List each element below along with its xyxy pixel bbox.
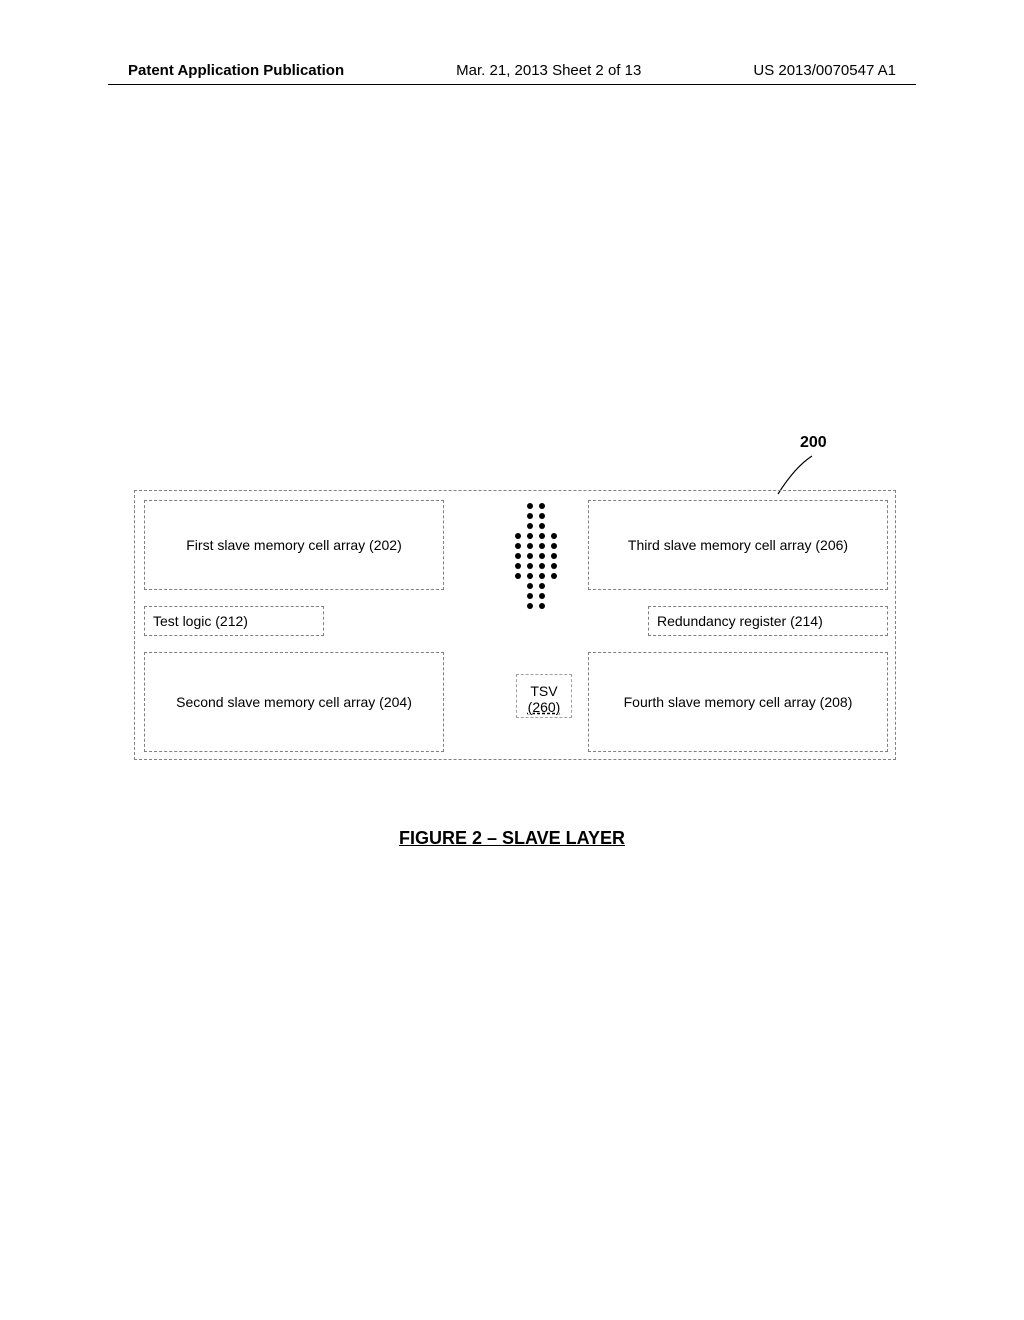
- block-tsv: TSV (260): [516, 674, 572, 718]
- block-label: Redundancy register (214): [657, 613, 823, 629]
- block-label: Test logic (212): [153, 613, 248, 629]
- block-label: Third slave memory cell array (206): [628, 537, 848, 553]
- block-first-slave-array: First slave memory cell array (202): [144, 500, 444, 590]
- block-second-slave-array: Second slave memory cell array (204): [144, 652, 444, 752]
- header-middle: Mar. 21, 2013 Sheet 2 of 13: [456, 62, 641, 79]
- block-fourth-slave-array: Fourth slave memory cell array (208): [588, 652, 888, 752]
- page-header: Patent Application Publication Mar. 21, …: [128, 62, 896, 79]
- block-label: Second slave memory cell array (204): [176, 694, 412, 710]
- block-test-logic: Test logic (212): [144, 606, 324, 636]
- header-rule: [108, 84, 916, 85]
- header-left: Patent Application Publication: [128, 62, 344, 79]
- block-label: First slave memory cell array (202): [186, 537, 402, 553]
- block-redundancy-register: Redundancy register (214): [648, 606, 888, 636]
- block-label: Fourth slave memory cell array (208): [624, 694, 853, 710]
- tsv-label-line1: TSV: [530, 683, 557, 699]
- block-third-slave-array: Third slave memory cell array (206): [588, 500, 888, 590]
- figure-caption: FIGURE 2 – SLAVE LAYER: [0, 828, 1024, 849]
- header-right: US 2013/0070547 A1: [753, 62, 896, 79]
- tsv-label-line2: (260): [528, 699, 561, 715]
- page: Patent Application Publication Mar. 21, …: [0, 0, 1024, 1320]
